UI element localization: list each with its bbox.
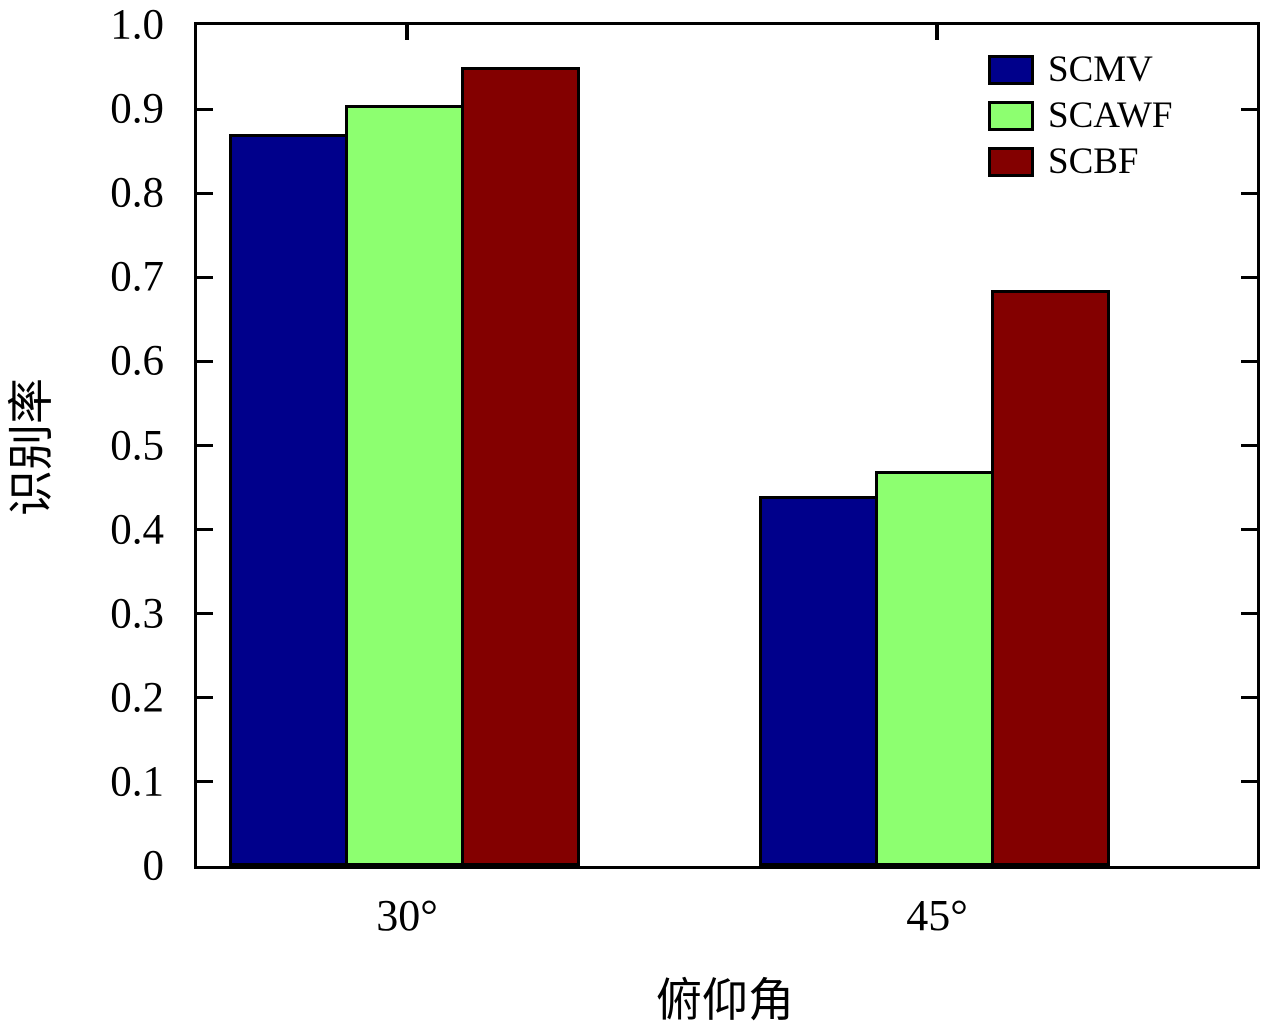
y-tick-mark-right	[1241, 528, 1257, 532]
y-tick-mark-left	[197, 275, 213, 279]
y-tick-mark-right	[1241, 444, 1257, 447]
bar-scbf-45°	[990, 290, 1110, 866]
x-axis-label: 俯仰角	[656, 975, 794, 1026]
y-tick-label-0.4: 0.4	[110, 506, 164, 554]
y-tick-label-0.1: 0.1	[110, 758, 164, 806]
legend-entry-scawf: SCAWF	[988, 95, 1173, 136]
y-tick-label-0: 0	[142, 842, 165, 890]
y-tick-mark-left	[197, 107, 213, 111]
legend-label-scmv: SCMV	[1048, 49, 1153, 90]
bar-scmv-30°	[228, 134, 348, 866]
bar-scawf-30°	[344, 105, 464, 866]
y-tick-label-0.8: 0.8	[110, 169, 164, 217]
bar-scmv-45°	[758, 496, 878, 866]
y-tick-mark-left	[197, 359, 213, 363]
y-tick-mark-right	[1241, 612, 1257, 616]
y-tick-mark-left	[197, 780, 213, 784]
y-tick-mark-right	[1241, 191, 1257, 195]
legend-entry-scmv: SCMV	[988, 49, 1173, 90]
y-tick-mark-left	[197, 612, 213, 616]
legend-entry-scbf: SCBF	[988, 141, 1173, 182]
y-tick-mark-right	[1241, 107, 1257, 111]
legend: SCMV SCAWF SCBF	[988, 49, 1173, 191]
y-axis-label: 识别率	[6, 378, 57, 516]
legend-label-scawf: SCAWF	[1048, 95, 1173, 136]
x-tick-label-45°: 45°	[906, 891, 968, 940]
legend-label-scbf: SCBF	[1048, 141, 1139, 182]
y-tick-mark-right	[1241, 359, 1257, 363]
y-tick-mark-left	[197, 528, 213, 532]
x-tick-label-30°: 30°	[376, 891, 438, 940]
y-tick-label-0.2: 0.2	[110, 674, 164, 722]
bar-scbf-30°	[460, 67, 580, 866]
y-tick-mark-right	[1241, 780, 1257, 784]
y-tick-mark-left	[197, 191, 213, 195]
bar-scawf-45°	[874, 471, 994, 866]
x-tick-mark-top-30°	[405, 25, 409, 40]
y-tick-mark-left	[197, 696, 213, 700]
legend-swatch-scbf	[988, 146, 1034, 177]
y-tick-label-0.9: 0.9	[110, 85, 164, 133]
plot-area: SCMV SCAWF SCBF 0 0.1 0.2 0.3 0.4 0.5 0.6 0.7 0.8 0…	[110, 4, 1260, 938]
y-tick-label-0.6: 0.6	[110, 337, 164, 385]
y-tick-label-0.5: 0.5	[110, 422, 164, 469]
y-tick-label-0.7: 0.7	[110, 253, 164, 301]
y-tick-mark-left	[197, 444, 213, 447]
legend-swatch-scmv	[988, 54, 1034, 85]
y-tick-mark-right	[1241, 696, 1257, 700]
y-tick-label-0.3: 0.3	[110, 590, 164, 638]
y-tick-label-1.0: 1.0	[110, 1, 164, 49]
y-tick-mark-right	[1241, 275, 1257, 279]
x-tick-mark-top-45°	[935, 25, 939, 40]
legend-swatch-scawf	[988, 100, 1034, 131]
